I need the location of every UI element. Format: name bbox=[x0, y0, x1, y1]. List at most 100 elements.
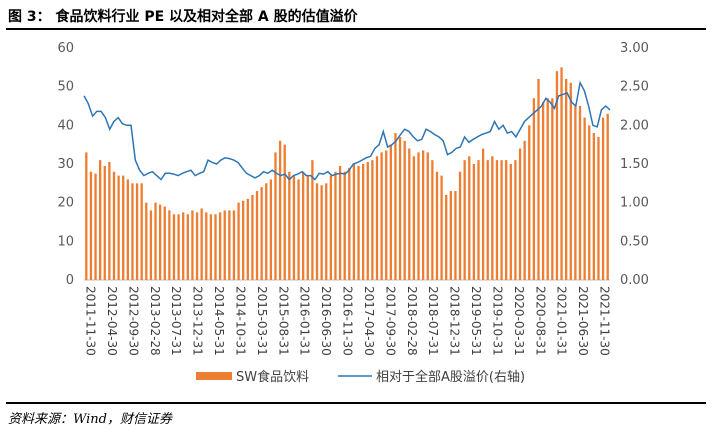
x-tick-label: 2016-01-31 bbox=[298, 286, 312, 356]
y-tick-label: 20 bbox=[57, 196, 74, 211]
x-tick-label: 2014-05-31 bbox=[212, 286, 226, 356]
bar bbox=[149, 210, 153, 280]
legend-label-bar: SW食品饮料 bbox=[236, 369, 309, 385]
bar-series bbox=[85, 67, 609, 281]
x-tick-label: 2019-05-31 bbox=[469, 286, 483, 356]
bar bbox=[486, 160, 489, 280]
x-tick-label: 2020-03-31 bbox=[512, 286, 526, 356]
bar bbox=[265, 183, 268, 280]
bar bbox=[177, 214, 180, 280]
bottom-rule bbox=[6, 402, 706, 404]
bar bbox=[537, 78, 540, 280]
bar bbox=[237, 202, 240, 280]
y2-tick-label: 2.00 bbox=[620, 118, 649, 133]
bar bbox=[108, 162, 111, 280]
bar bbox=[223, 210, 226, 280]
bar bbox=[541, 102, 545, 280]
bar bbox=[366, 162, 369, 280]
x-tick-label: 2016-11-30 bbox=[341, 286, 355, 356]
bar bbox=[408, 148, 411, 280]
bar bbox=[357, 165, 360, 280]
bar bbox=[214, 214, 217, 280]
bar bbox=[131, 183, 134, 280]
bar bbox=[191, 210, 194, 280]
x-tick-label: 2018-12-31 bbox=[448, 286, 462, 356]
bar bbox=[228, 210, 231, 280]
bar bbox=[274, 152, 277, 280]
bar bbox=[523, 140, 526, 280]
bar bbox=[209, 214, 213, 280]
bar bbox=[306, 175, 309, 280]
x-tick-label: 2012-04-30 bbox=[105, 286, 119, 356]
bar bbox=[122, 175, 125, 280]
bar bbox=[592, 133, 596, 280]
bar bbox=[343, 171, 346, 280]
bar bbox=[601, 117, 605, 280]
bar bbox=[135, 183, 139, 280]
bar bbox=[588, 125, 591, 280]
x-tick-label: 2020-08-31 bbox=[533, 286, 547, 356]
x-tick-label: 2018-02-28 bbox=[405, 286, 419, 356]
x-tick-label: 2013-12-31 bbox=[191, 286, 205, 356]
legend-label-line: 相对于全部A股溢价(右轴) bbox=[376, 369, 525, 385]
bar bbox=[292, 175, 296, 280]
bar bbox=[112, 171, 116, 280]
x-tick-label: 2017-09-30 bbox=[383, 286, 397, 356]
line-series bbox=[83, 80, 611, 181]
bar bbox=[154, 202, 157, 280]
bar bbox=[375, 156, 379, 280]
bar bbox=[385, 150, 388, 280]
bar bbox=[158, 204, 162, 280]
bar bbox=[509, 164, 512, 280]
bar bbox=[200, 208, 203, 280]
bar bbox=[389, 144, 392, 280]
bar bbox=[195, 212, 199, 280]
bar bbox=[435, 171, 439, 280]
y2-tick-label: 1.00 bbox=[620, 196, 649, 211]
y-tick-label: 10 bbox=[57, 234, 74, 249]
bar bbox=[546, 98, 549, 281]
chart: 0 10 20 30 40 50 60 0.00 0.50 1.00 1.50 2.00 2.50 3.0… bbox=[57, 41, 649, 385]
bar bbox=[380, 152, 383, 280]
top-rule bbox=[6, 28, 706, 30]
bar bbox=[463, 160, 466, 280]
bar bbox=[560, 67, 563, 280]
bar bbox=[412, 156, 416, 280]
bar bbox=[315, 183, 319, 280]
y-tick-label: 40 bbox=[57, 118, 74, 133]
bar bbox=[297, 179, 300, 280]
bar bbox=[325, 183, 328, 280]
bar bbox=[89, 171, 93, 280]
bar bbox=[302, 171, 305, 280]
bar bbox=[163, 206, 166, 280]
bar bbox=[426, 152, 429, 280]
bar bbox=[421, 150, 425, 280]
x-tick-label: 2021-11-30 bbox=[598, 286, 612, 356]
bar bbox=[232, 210, 236, 280]
y-tick-label: 60 bbox=[57, 41, 74, 56]
y2-tick-label: 3.00 bbox=[620, 41, 649, 56]
y-tick-label: 0 bbox=[66, 273, 74, 288]
x-tick-label: 2012-09-30 bbox=[126, 286, 140, 356]
bar bbox=[574, 106, 577, 280]
bar bbox=[532, 98, 536, 281]
bar bbox=[186, 214, 189, 280]
figure-title: 图 3： 食品饮料行业 PE 以及相对全部 A 股的估值溢价 bbox=[8, 9, 358, 25]
bar bbox=[477, 160, 480, 280]
bar bbox=[320, 185, 323, 280]
bar bbox=[311, 160, 314, 280]
bar bbox=[518, 148, 522, 280]
bar bbox=[260, 187, 263, 280]
x-tick-label: 2021-01-31 bbox=[555, 286, 569, 356]
x-tick-label: 2013-07-31 bbox=[169, 286, 183, 356]
bar bbox=[172, 214, 176, 280]
bar bbox=[514, 160, 517, 280]
bar bbox=[205, 212, 208, 280]
bar bbox=[551, 98, 554, 281]
bar bbox=[352, 164, 356, 280]
bar bbox=[394, 133, 397, 280]
bar bbox=[255, 191, 259, 280]
bar bbox=[495, 160, 499, 280]
x-tick-label: 2016-06-30 bbox=[319, 286, 333, 356]
y-tick-label: 30 bbox=[57, 157, 74, 172]
